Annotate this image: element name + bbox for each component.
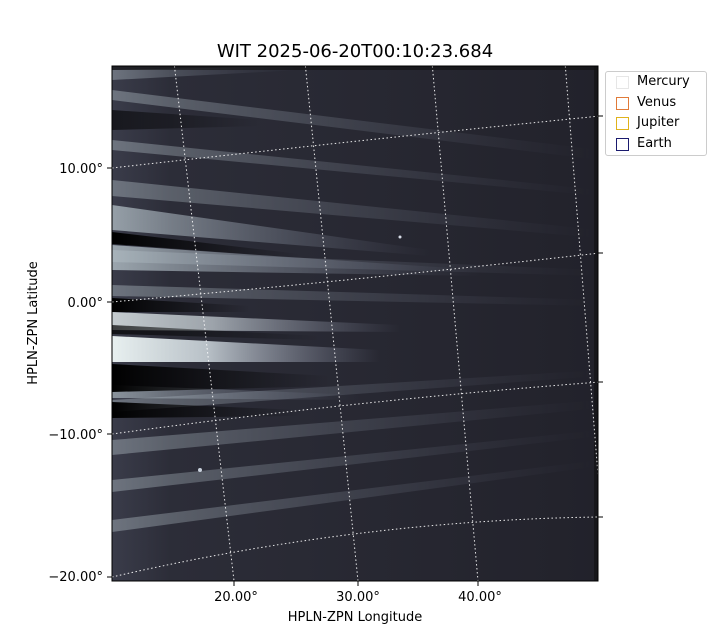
y-tick-label: 0.00° (68, 296, 103, 311)
legend-label: Mercury (637, 74, 690, 89)
legend-label: Jupiter (637, 115, 680, 130)
y-tick-label: 10.00° (59, 162, 103, 177)
legend-label: Earth (637, 136, 672, 151)
x-axis-label: HPLN-ZPN Longitude (288, 610, 423, 625)
legend-item-jupiter (616, 115, 629, 131)
plot-frame (111, 65, 599, 582)
legend-label: Venus (637, 95, 677, 110)
right-ticks (598, 115, 603, 518)
legend-swatch (616, 75, 629, 89)
legend-item-mercury (616, 74, 629, 90)
legend-swatch (616, 116, 629, 130)
legend: Mercury Venus Jupiter Earth (605, 71, 707, 156)
x-tick-label: 30.00° (336, 590, 380, 605)
legend-swatch (616, 96, 629, 110)
legend-item-earth (616, 136, 629, 152)
y-tick-label: −10.00° (48, 428, 103, 443)
y-axis-label: HPLN-ZPN Latitude (26, 261, 41, 384)
legend-swatch (616, 137, 629, 151)
y-tick-label: −20.00° (48, 570, 103, 585)
x-tick-label: 20.00° (214, 590, 258, 605)
x-tick-label: 40.00° (458, 590, 502, 605)
coronagraph-image (112, 66, 598, 581)
left-ticks (107, 167, 112, 578)
legend-item-venus (616, 95, 629, 111)
bottom-ticks (233, 581, 479, 586)
coordinate-grid (112, 66, 598, 581)
chart-title: WIT 2025-06-20T00:10:23.684 (217, 41, 493, 62)
